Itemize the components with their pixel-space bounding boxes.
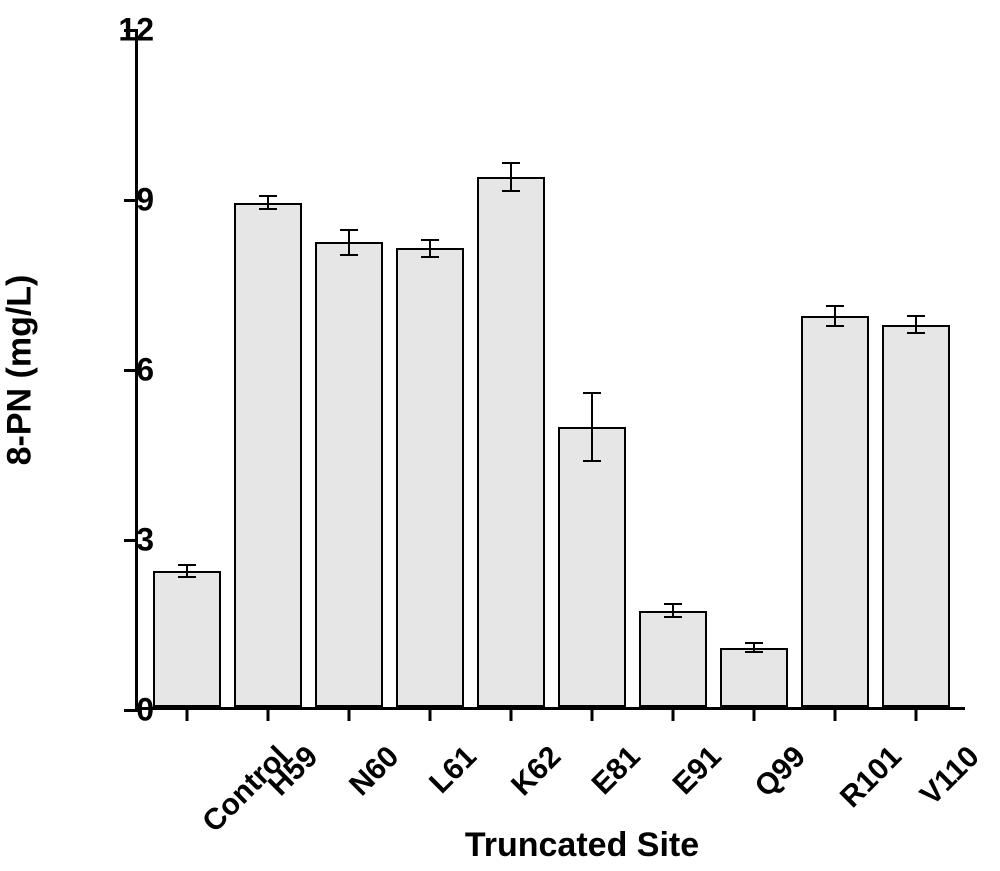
x-tick (185, 707, 188, 721)
x-tick-label: E91 (667, 740, 729, 802)
error-bar (510, 163, 512, 191)
bar-q99 (720, 648, 788, 708)
x-tick-label: V110 (914, 740, 986, 812)
plot-area: ControlH59N60L61K62E81E91Q99R101V110 (135, 30, 965, 710)
error-cap-bottom (583, 460, 601, 462)
x-tick (509, 707, 512, 721)
bar-l61 (396, 248, 464, 707)
x-tick (834, 707, 837, 721)
error-cap-top (259, 195, 277, 197)
bar-e91 (639, 611, 707, 707)
error-cap-top (664, 603, 682, 605)
error-cap-bottom (178, 576, 196, 578)
error-cap-bottom (502, 190, 520, 192)
error-cap-top (178, 564, 196, 566)
bar-slot: H59 (227, 30, 308, 707)
error-cap-bottom (907, 332, 925, 334)
error-bar (267, 196, 269, 210)
bar-slot: L61 (389, 30, 470, 707)
y-tick-label: 6 (136, 352, 154, 389)
y-tick-label: 9 (136, 182, 154, 219)
bar-slot: K62 (470, 30, 551, 707)
x-tick (591, 707, 594, 721)
error-cap-bottom (259, 208, 277, 210)
x-tick-label: E81 (586, 740, 648, 802)
error-cap-top (340, 229, 358, 231)
bars-container: ControlH59N60L61K62E81E91Q99R101V110 (138, 30, 965, 707)
error-bar (348, 230, 350, 255)
bar-e81 (558, 427, 626, 708)
bar-r101 (801, 316, 869, 707)
y-tick-label: 0 (136, 692, 154, 729)
x-tick (753, 707, 756, 721)
y-tick-label: 12 (118, 12, 154, 49)
y-tick-label: 3 (136, 522, 154, 559)
bar-slot: Control (146, 30, 227, 707)
bar-n60 (315, 242, 383, 707)
bar-chart: 8-PN (mg/L) ControlH59N60L61K62E81E91Q99… (0, 0, 1000, 871)
error-cap-bottom (421, 256, 439, 258)
error-bar (672, 604, 674, 618)
bar-slot: Q99 (714, 30, 795, 707)
x-tick-label: N60 (343, 740, 406, 803)
error-cap-bottom (340, 254, 358, 256)
x-tick (428, 707, 431, 721)
x-axis-title: Truncated Site (465, 826, 699, 865)
bar-slot: V110 (876, 30, 957, 707)
error-cap-bottom (664, 616, 682, 618)
error-cap-top (502, 162, 520, 164)
bar-slot: R101 (795, 30, 876, 707)
x-tick-label: L61 (423, 740, 484, 801)
error-cap-bottom (745, 651, 763, 653)
error-bar (834, 306, 836, 326)
x-tick (266, 707, 269, 721)
error-cap-top (421, 239, 439, 241)
y-axis-title: 8-PN (mg/L) (1, 275, 40, 466)
bar-slot: E91 (633, 30, 714, 707)
x-tick-label: R101 (834, 740, 909, 815)
x-tick-label: Q99 (749, 740, 813, 804)
error-cap-top (907, 315, 925, 317)
error-bar (915, 316, 917, 333)
bar-slot: N60 (308, 30, 389, 707)
bar-control (153, 571, 221, 707)
error-cap-top (826, 305, 844, 307)
error-cap-bottom (826, 325, 844, 327)
x-tick-label: K62 (505, 740, 568, 803)
error-cap-top (745, 642, 763, 644)
bar-v110 (882, 325, 950, 708)
x-tick (347, 707, 350, 721)
x-tick (915, 707, 918, 721)
x-tick (672, 707, 675, 721)
error-bar (429, 240, 431, 257)
error-cap-top (583, 392, 601, 394)
bar-h59 (234, 203, 302, 707)
bar-k62 (477, 177, 545, 707)
bar-slot: E81 (551, 30, 632, 707)
error-bar (591, 393, 593, 461)
